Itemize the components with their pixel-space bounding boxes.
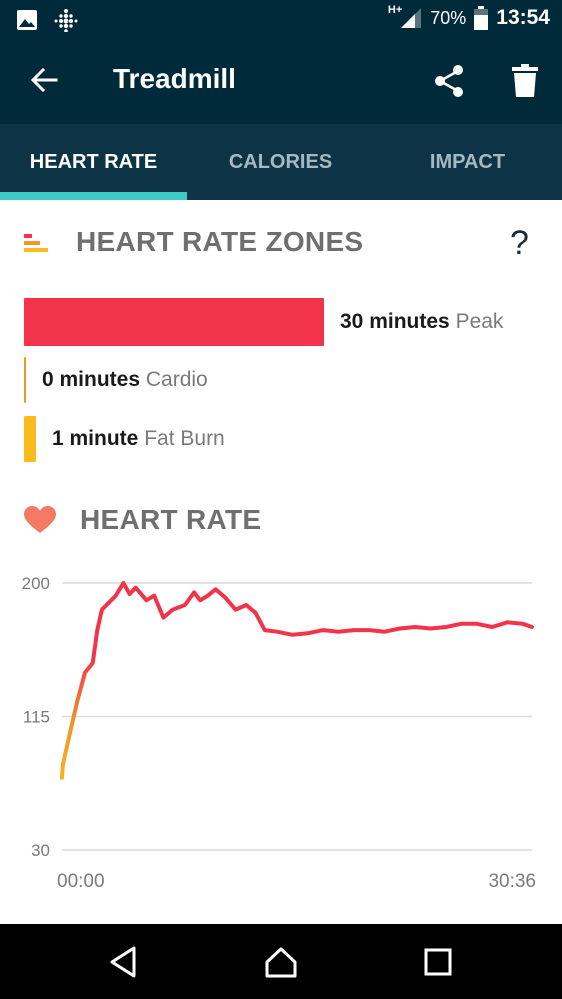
- zone-amount: 1 minute: [52, 427, 139, 450]
- zone-row-cardio: 0 minutes Cardio: [24, 357, 208, 403]
- x-tick-label: 30:36: [488, 871, 536, 892]
- zones-bars-icon: [24, 234, 48, 252]
- back-arrow-icon[interactable]: [28, 64, 60, 96]
- zones-title: HEART RATE ZONES: [76, 226, 364, 257]
- heart-rate-chart: 200 115 30 00:00 30:36: [22, 574, 536, 892]
- zone-bar-peak: [24, 298, 324, 346]
- nav-back-icon[interactable]: [106, 944, 142, 980]
- zone-amount: 0 minutes: [42, 368, 141, 391]
- zone-bar-cardio: [24, 357, 26, 403]
- gallery-notification-icon: [17, 10, 37, 30]
- zone-row-peak: 30 minutes Peak: [24, 298, 503, 346]
- heart-rate-title: HEART RATE: [80, 504, 262, 535]
- zone-name: Peak: [455, 310, 504, 333]
- heart-rate-line: [60, 581, 534, 780]
- network-type-label: H+: [387, 4, 403, 16]
- zone-label-peak: 30 minutes Peak: [340, 310, 503, 334]
- y-tick-label: 200: [22, 574, 50, 593]
- zone-name: Cardio: [145, 368, 208, 391]
- tab-indicator: [0, 192, 187, 200]
- zone-amount: 30 minutes: [340, 310, 450, 333]
- system-nav-bar: [0, 924, 562, 999]
- tab-bar: HEART RATE CALORIES IMPACT: [0, 124, 562, 200]
- nav-home-icon[interactable]: [263, 944, 299, 980]
- nav-recents-icon[interactable]: [420, 944, 456, 980]
- help-icon[interactable]: ?: [510, 224, 529, 262]
- clock: 13:54: [496, 6, 550, 29]
- y-tick-label: 30: [31, 841, 50, 860]
- zones-section-header: HEART RATE ZONES ?: [0, 218, 562, 268]
- battery-icon: [474, 6, 489, 30]
- y-tick-label: 115: [23, 708, 50, 727]
- app-bar: Treadmill: [0, 38, 562, 124]
- page-title: Treadmill: [113, 63, 236, 94]
- zone-label-fat-burn: 1 minute Fat Burn: [52, 427, 225, 451]
- heart-rate-section-header: HEART RATE: [0, 496, 562, 546]
- tab-heart-rate[interactable]: HEART RATE: [29, 150, 158, 173]
- zone-name: Fat Burn: [144, 427, 225, 450]
- zone-row-fat-burn: 1 minute Fat Burn: [24, 416, 225, 462]
- x-tick-label: 00:00: [57, 871, 105, 892]
- battery-percent: 70%: [430, 7, 467, 28]
- zone-bar-fat-burn: [24, 416, 36, 462]
- signal-icon: [401, 8, 422, 28]
- heart-icon: [24, 506, 56, 533]
- status-bar: H+ 70% 13:54: [0, 0, 562, 38]
- zone-label-cardio: 0 minutes Cardio: [42, 368, 208, 392]
- tab-impact[interactable]: IMPACT: [429, 150, 506, 173]
- tab-calories[interactable]: CALORIES: [228, 150, 333, 173]
- trash-icon[interactable]: [509, 64, 541, 98]
- fitbit-notification-icon: [54, 9, 78, 32]
- share-icon[interactable]: [432, 64, 466, 98]
